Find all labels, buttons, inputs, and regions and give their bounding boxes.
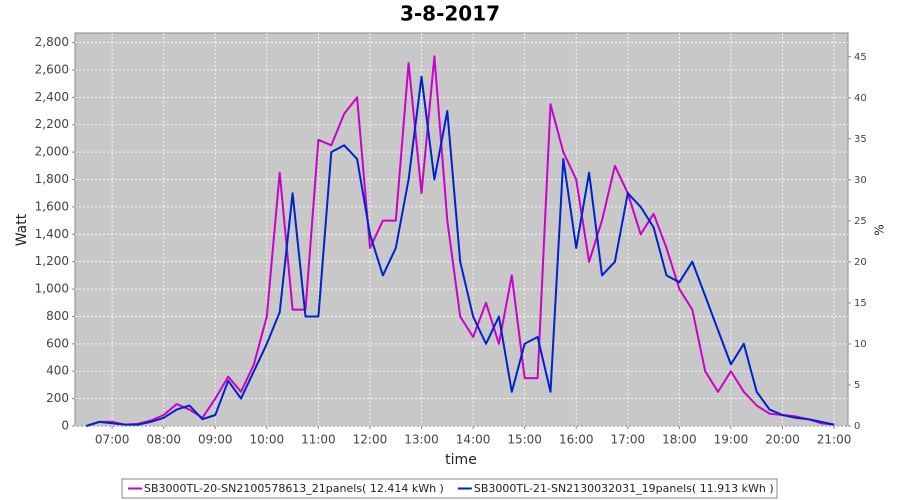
y-tick-label: 1,000 bbox=[35, 282, 69, 296]
legend-label: SB3000TL-20-SN2100578613_21panels( 12.41… bbox=[144, 482, 444, 495]
legend bbox=[121, 478, 778, 499]
y2-tick-label: 10 bbox=[854, 339, 867, 350]
y2-tick-label: 15 bbox=[854, 298, 867, 309]
y2-tick-label: 5 bbox=[854, 380, 860, 391]
y-axis-label: Watt bbox=[14, 213, 30, 246]
x-tick-label: 15:00 bbox=[507, 433, 542, 447]
y-tick-label: 2,800 bbox=[35, 35, 69, 49]
x-tick-label: 11:00 bbox=[301, 433, 336, 447]
y-tick-label: 200 bbox=[46, 391, 69, 405]
y-tick-label: 2,600 bbox=[35, 62, 69, 76]
x-tick-label: 18:00 bbox=[662, 433, 697, 447]
x-tick-label: 16:00 bbox=[559, 433, 594, 447]
y-tick-label: 1,600 bbox=[35, 199, 69, 213]
legend-label: SB3000TL-21-SN2130032031_19panels( 11.91… bbox=[474, 482, 774, 495]
x-tick-label: 14:00 bbox=[456, 433, 491, 447]
chart-title: 3-8-2017 bbox=[400, 2, 500, 26]
x-tick-label: 17:00 bbox=[611, 433, 646, 447]
x-tick-label: 07:00 bbox=[95, 433, 130, 447]
y-tick-label: 1,800 bbox=[35, 172, 69, 186]
x-tick-label: 10:00 bbox=[250, 433, 285, 447]
y-tick-label: 1,400 bbox=[35, 227, 69, 241]
y2-tick-label: 35 bbox=[854, 134, 867, 145]
y-tick-label: 2,000 bbox=[35, 145, 69, 159]
x-tick-label: 19:00 bbox=[714, 433, 749, 447]
y-tick-label: 2,400 bbox=[35, 90, 69, 104]
y-tick-label: 400 bbox=[46, 364, 69, 378]
y2-tick-label: 45 bbox=[854, 52, 867, 63]
y2-tick-label: 0 bbox=[854, 421, 860, 432]
y-tick-label: 800 bbox=[46, 309, 69, 323]
y2-tick-label: 40 bbox=[854, 93, 867, 104]
y2-axis-label: % bbox=[873, 224, 887, 235]
series-line bbox=[85, 75, 835, 427]
x-tick-label: 20:00 bbox=[765, 433, 800, 447]
plot-area bbox=[74, 32, 849, 427]
x-tick-label: 21:00 bbox=[817, 433, 852, 447]
y-tick-label: 600 bbox=[46, 336, 69, 350]
x-tick-label: 12:00 bbox=[353, 433, 388, 447]
series-line bbox=[85, 55, 835, 427]
y2-tick-label: 20 bbox=[854, 257, 867, 268]
y-tick-label: 1,200 bbox=[35, 254, 69, 268]
x-tick-label: 13:00 bbox=[404, 433, 439, 447]
y2-tick-label: 30 bbox=[854, 175, 867, 186]
x-tick-label: 09:00 bbox=[198, 433, 233, 447]
x-axis-label: time bbox=[445, 452, 477, 468]
x-tick-label: 08:00 bbox=[146, 433, 181, 447]
y2-tick-label: 25 bbox=[854, 216, 867, 227]
y-tick-label: 2,200 bbox=[35, 117, 69, 131]
y-tick-label: 0 bbox=[61, 419, 69, 433]
